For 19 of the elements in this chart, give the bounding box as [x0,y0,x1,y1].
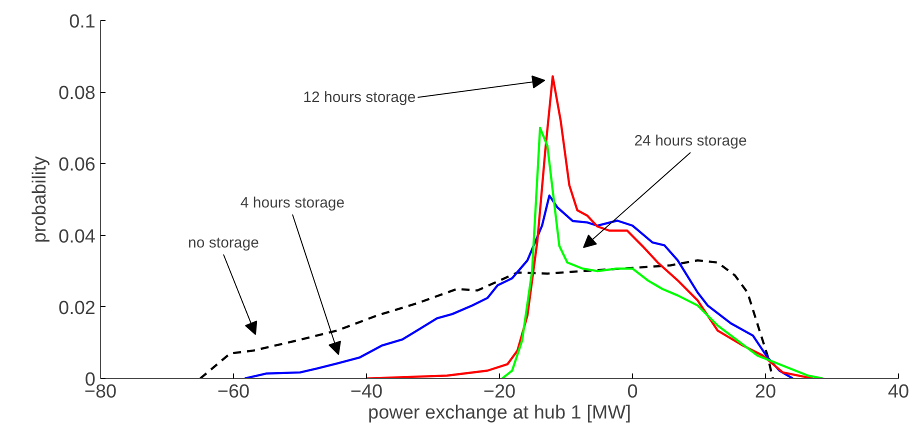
line-series [365,75,814,378]
x-axis-title: power exchange at hub 1 [MW] [368,402,631,424]
x-tick-label: −40 [350,382,383,402]
y-tick-label: 0.04 [58,226,96,248]
y-tick-label: 0.02 [58,298,96,319]
y-tick-label: 0.1 [69,12,96,32]
y-tick-label: 0.06 [58,154,96,176]
y-tick-label: 0.08 [58,83,96,104]
annotation: 12 hours storage [303,88,416,106]
line-series [501,126,824,378]
x-tick-label: −20 [483,382,516,402]
annotation: no storage [188,234,259,252]
x-tick-label: 20 [754,382,776,402]
annotation: 4 hours storage [240,194,345,212]
x-tick-label: 40 [888,382,910,402]
x-tick-label: −60 [217,382,250,402]
x-tick-label: 0 [627,382,638,402]
y-axis-title: probability [30,156,51,243]
annotation: 24 hours storage [634,132,747,150]
